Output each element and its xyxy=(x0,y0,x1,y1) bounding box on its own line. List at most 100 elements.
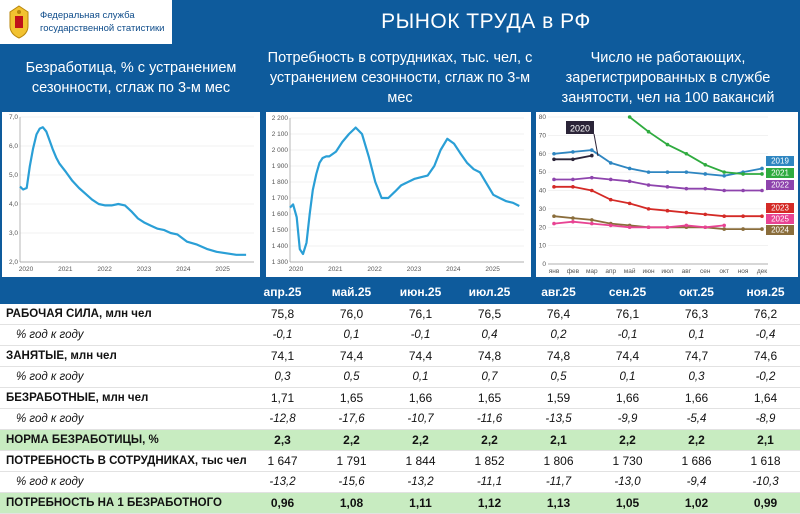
table-cell: 76,4 xyxy=(524,304,593,325)
registered-y-tick: 0 xyxy=(542,261,546,268)
registered-y-tick: 20 xyxy=(539,224,547,231)
registered-point-2025 xyxy=(665,225,670,230)
table-cell: -0,4 xyxy=(731,324,800,346)
table-cell: 1 806 xyxy=(524,450,593,472)
registered-point-2023 xyxy=(741,214,745,219)
registered-y-tick: 80 xyxy=(539,114,547,121)
unemployment-y-tick: 3,0 xyxy=(9,230,18,237)
column-header: ноя.25 xyxy=(731,280,800,304)
page-title: РЫНОК ТРУДА в РФ xyxy=(381,10,591,33)
table-cell: 76,1 xyxy=(593,304,662,325)
registered-2020-callout-line xyxy=(593,133,599,157)
registered-series-line-2019 xyxy=(553,149,763,177)
table-cell: -13,0 xyxy=(593,471,662,493)
table-cell: 1,59 xyxy=(524,387,593,409)
table-header-row: апр.25 май.25 июн.25 июл.25 авг.25 сен.25 окт.… xyxy=(0,280,800,304)
registered-point-2019 xyxy=(608,161,613,165)
table-cell: 74,8 xyxy=(524,345,593,367)
registered-point-2022 xyxy=(590,175,594,180)
registered-legend-label-2020: 2020 xyxy=(570,124,590,134)
registered-point-2019 xyxy=(646,170,651,174)
demand-chart-svg: 2 200 2 100 2 000 1 900 1 800 1 700 1 600 1 500… xyxy=(272,115,524,273)
table-row: БЕЗРАБОТНЫЕ, млн чел 1,71 1,65 1,66 1,65 1,59… xyxy=(0,387,800,409)
registered-point-2019 xyxy=(552,151,556,156)
table-cell: -13,2 xyxy=(386,471,455,493)
registered-point-2021 xyxy=(646,129,651,134)
registered-point-2019 xyxy=(703,172,708,176)
table-cell: 1 791 xyxy=(317,450,386,472)
registered-point-2022 xyxy=(627,179,632,184)
unemployment-y-tick: 5,0 xyxy=(9,172,18,179)
registered-point-2021 xyxy=(741,172,745,176)
demand-x-tick: 2021 xyxy=(328,266,343,273)
org-name: Федеральная служба государственной стати… xyxy=(40,9,164,35)
unemployment-x-tick: 2025 xyxy=(215,266,230,273)
registered-legend-label-2022: 2022 xyxy=(771,181,789,190)
registered-legend-box-2021 xyxy=(766,168,794,178)
table-cell: 1,65 xyxy=(455,387,524,409)
registered-point-2022 xyxy=(741,188,745,193)
table-cell: -12,8 xyxy=(248,408,317,430)
demand-y-tick: 2 000 xyxy=(272,147,289,154)
table-cell: 74,6 xyxy=(731,345,800,367)
registered-point-2023 xyxy=(571,185,575,189)
registered-x-tick: янв xyxy=(549,268,560,275)
table-cell: 76,1 xyxy=(386,304,455,325)
registered-point-2023 xyxy=(703,212,708,217)
table-cell: 0,1 xyxy=(317,324,386,346)
registered-legend-box-2023 xyxy=(766,203,794,213)
registered-y-tick: 40 xyxy=(539,188,547,195)
registered-x-tick: апр xyxy=(605,268,616,275)
registered-point-2021 xyxy=(627,115,632,119)
registered-point-2025 xyxy=(703,225,708,230)
demand-x-tick: 2023 xyxy=(407,266,422,273)
table-cell: 2,1 xyxy=(731,429,800,451)
table-row: ЗАНЯТЫЕ, млн чел 74,1 74,4 74,4 74,8 74,8 74,4… xyxy=(0,345,800,367)
table-row: ПОТРЕБНОСТЬ В СОТРУДНИКАХ, тыс чел 1 647 1… xyxy=(0,450,800,472)
demand-series-line xyxy=(289,126,520,256)
org-name-line1: Федеральная служба xyxy=(40,10,135,21)
column-header: май.25 xyxy=(317,280,386,304)
table-cell: -9,4 xyxy=(662,471,731,493)
registered-point-2022 xyxy=(665,185,670,189)
registered-point-2019 xyxy=(665,170,670,174)
registered-x-tick: май xyxy=(624,267,636,275)
registered-chart-title: Число не работающих, зарегистрированных … xyxy=(561,50,775,106)
table-cell: 74,4 xyxy=(593,345,662,367)
registered-point-2023 xyxy=(608,197,613,202)
table-cell: 0,2 xyxy=(524,324,593,346)
registered-point-2024 xyxy=(571,216,575,220)
unemployment-y-tick: 6,0 xyxy=(9,143,18,150)
registered-point-2024 xyxy=(552,214,556,219)
registered-legend-box-2022 xyxy=(766,180,794,190)
unemployment-y-tick: 4,0 xyxy=(9,201,18,208)
table-cell: 2,2 xyxy=(662,429,731,451)
table-row: ПОТРЕБНОСТЬ НА 1 БЕЗРАБОТНОГО 0,96 1,08 1,1… xyxy=(0,492,800,514)
registered-point-2020 xyxy=(571,157,575,162)
table-cell: 1,13 xyxy=(524,492,593,514)
table-cell: 2,3 xyxy=(248,429,317,451)
registered-point-2024 xyxy=(741,227,745,231)
registered-point-2019 xyxy=(590,148,594,152)
table-cell: 2,2 xyxy=(455,429,524,451)
table-cell: -11,1 xyxy=(455,471,524,493)
column-header: сен.25 xyxy=(593,280,662,304)
row-label: % год к году xyxy=(0,408,248,430)
registered-point-2022 xyxy=(722,188,726,193)
table-cell: -0,2 xyxy=(731,366,800,388)
registered-y-tick: 10 xyxy=(539,243,547,250)
registered-point-2021 xyxy=(665,142,670,147)
table-cell: 0,3 xyxy=(662,366,731,388)
table-cell: 0,7 xyxy=(455,366,524,388)
table-cell: -13,2 xyxy=(248,471,317,493)
unemployment-x-tick: 2022 xyxy=(97,266,112,273)
table-cell: 76,3 xyxy=(662,304,731,325)
registered-point-2023 xyxy=(760,214,764,219)
table-cell: 1 618 xyxy=(731,450,800,472)
table-cell: 74,4 xyxy=(317,345,386,367)
demand-y-tick: 2 200 xyxy=(272,115,289,122)
demand-y-tick: 2 100 xyxy=(272,131,289,138)
table-cell: -13,5 xyxy=(524,408,593,430)
registered-x-tick: ноя xyxy=(738,268,749,275)
